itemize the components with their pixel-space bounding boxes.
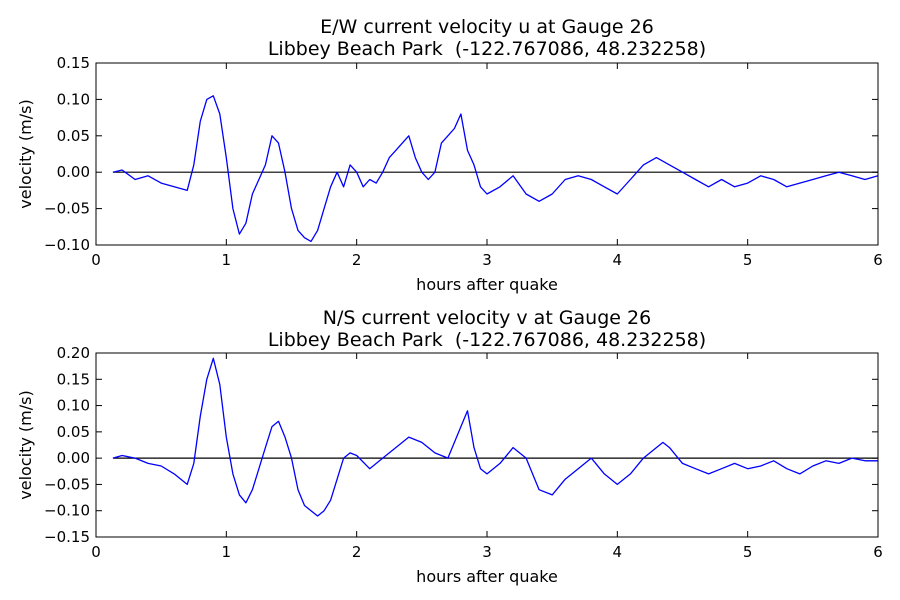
y-tick-label: 0.05 [57,127,90,145]
x-tick-label: 5 [743,543,753,561]
y-tick-label: 0.15 [57,54,90,72]
plot-frame-ns [95,352,879,538]
x-tick-label: 2 [352,543,362,561]
tick-layer-ew: 0 1 2 3 4 5 6 −0.10 −0.05 0.00 0.05 0.10 0.15 [44,54,883,269]
panel-ns: N/S current velocity v at Gauge 26 Libbe… [16,307,883,586]
x-tick-label: 0 [91,251,101,269]
y-tick-label: −0.10 [44,236,90,254]
x-tick-label: 0 [91,543,101,561]
series-line-ns [112,357,878,517]
x-tick-label: 1 [222,543,232,561]
y-tick-label: 0.15 [57,370,90,388]
x-tick-label: 6 [873,543,883,561]
y-axis-label-ns: velocity (m/s) [16,390,35,499]
x-tick-label: 1 [222,251,232,269]
x-tick-label: 3 [482,251,492,269]
y-tick-label: 0.20 [57,344,90,362]
y-tick-label: −0.10 [44,502,90,520]
y-tick-label: 0.00 [57,449,90,467]
x-tick-label: 2 [352,251,362,269]
x-tick-label: 4 [613,251,623,269]
y-tick-label: 0.00 [57,163,90,181]
chart-subtitle-ew: Libbey Beach Park (-122.767086, 48.23225… [268,38,706,60]
y-tick-label: 0.10 [57,397,90,415]
tick-layer-ns: 0 1 2 3 4 5 6 −0.15 −0.10 −0.05 0.00 0.05 0.10 0.15 0.… [44,344,883,561]
chart-title-ew: E/W current velocity u at Gauge 26 [320,16,654,38]
x-axis-label-ew: hours after quake [416,275,558,294]
y-tick-label: −0.05 [44,475,90,493]
panel-ew: E/W current velocity u at Gauge 26 Libbe… [16,16,883,294]
chart-title-ns: N/S current velocity v at Gauge 26 [323,307,651,329]
y-tick-label: 0.10 [57,90,90,108]
x-tick-label: 4 [613,543,623,561]
y-axis-label-ew: velocity (m/s) [16,99,35,208]
chart-subtitle-ns: Libbey Beach Park (-122.767086, 48.23225… [268,329,706,351]
x-tick-label: 6 [873,251,883,269]
y-tick-label: −0.15 [44,528,90,546]
y-tick-label: 0.05 [57,423,90,441]
series-line-ew [112,95,879,243]
x-tick-label: 3 [482,543,492,561]
x-tick-label: 5 [743,251,753,269]
y-tick-label: −0.05 [44,200,90,218]
plot-frame-ew [95,62,879,246]
x-axis-label-ns: hours after quake [416,567,558,586]
